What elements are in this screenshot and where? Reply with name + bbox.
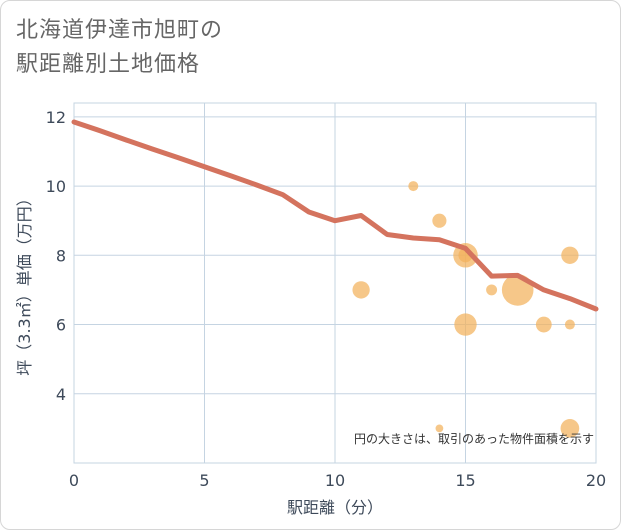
scatter-point — [560, 419, 580, 438]
scatter-point — [432, 213, 447, 228]
title-line-1: 北海道伊達市旭町の — [16, 18, 224, 43]
trend-line-path — [71, 119, 599, 312]
x-tick-label: 10 — [325, 471, 345, 490]
y-axis-ticks: 4 6 8 10 12 — [46, 108, 66, 404]
x-axis-ticks: 0 5 10 15 20 — [69, 471, 606, 490]
title-line-2: 駅距離別土地価格 — [16, 52, 201, 77]
x-tick-label: 15 — [455, 471, 475, 490]
y-tick-label: 10 — [46, 177, 66, 196]
y-tick-label: 4 — [56, 385, 66, 404]
scatter-point — [408, 181, 419, 192]
y-axis-label: 坪（3.3㎡）単価（万円） — [15, 190, 34, 375]
scatter-point — [486, 284, 498, 296]
y-tick-label: 12 — [46, 108, 66, 127]
scatter-point — [564, 319, 575, 330]
x-tick-label: 20 — [586, 471, 606, 490]
scatter-point — [561, 246, 579, 264]
y-tick-label: 8 — [56, 246, 66, 265]
x-axis-label: 駅距離（分） — [287, 498, 383, 517]
chart-title: 北海道伊達市旭町の 駅距離別土地価格 — [16, 14, 223, 82]
scatter-point — [454, 313, 477, 336]
size-legend-note: 円の大きさは、取引のあった物件面積を示す — [354, 431, 594, 446]
x-tick-label: 5 — [199, 471, 209, 490]
scatter-point — [435, 424, 444, 433]
x-tick-label: 0 — [69, 471, 79, 490]
scatter-point — [352, 281, 370, 299]
scatter-point — [535, 316, 552, 333]
y-tick-label: 6 — [56, 316, 66, 335]
plot-border — [73, 102, 597, 464]
scatter-points — [352, 181, 580, 438]
trend-line — [71, 119, 599, 312]
